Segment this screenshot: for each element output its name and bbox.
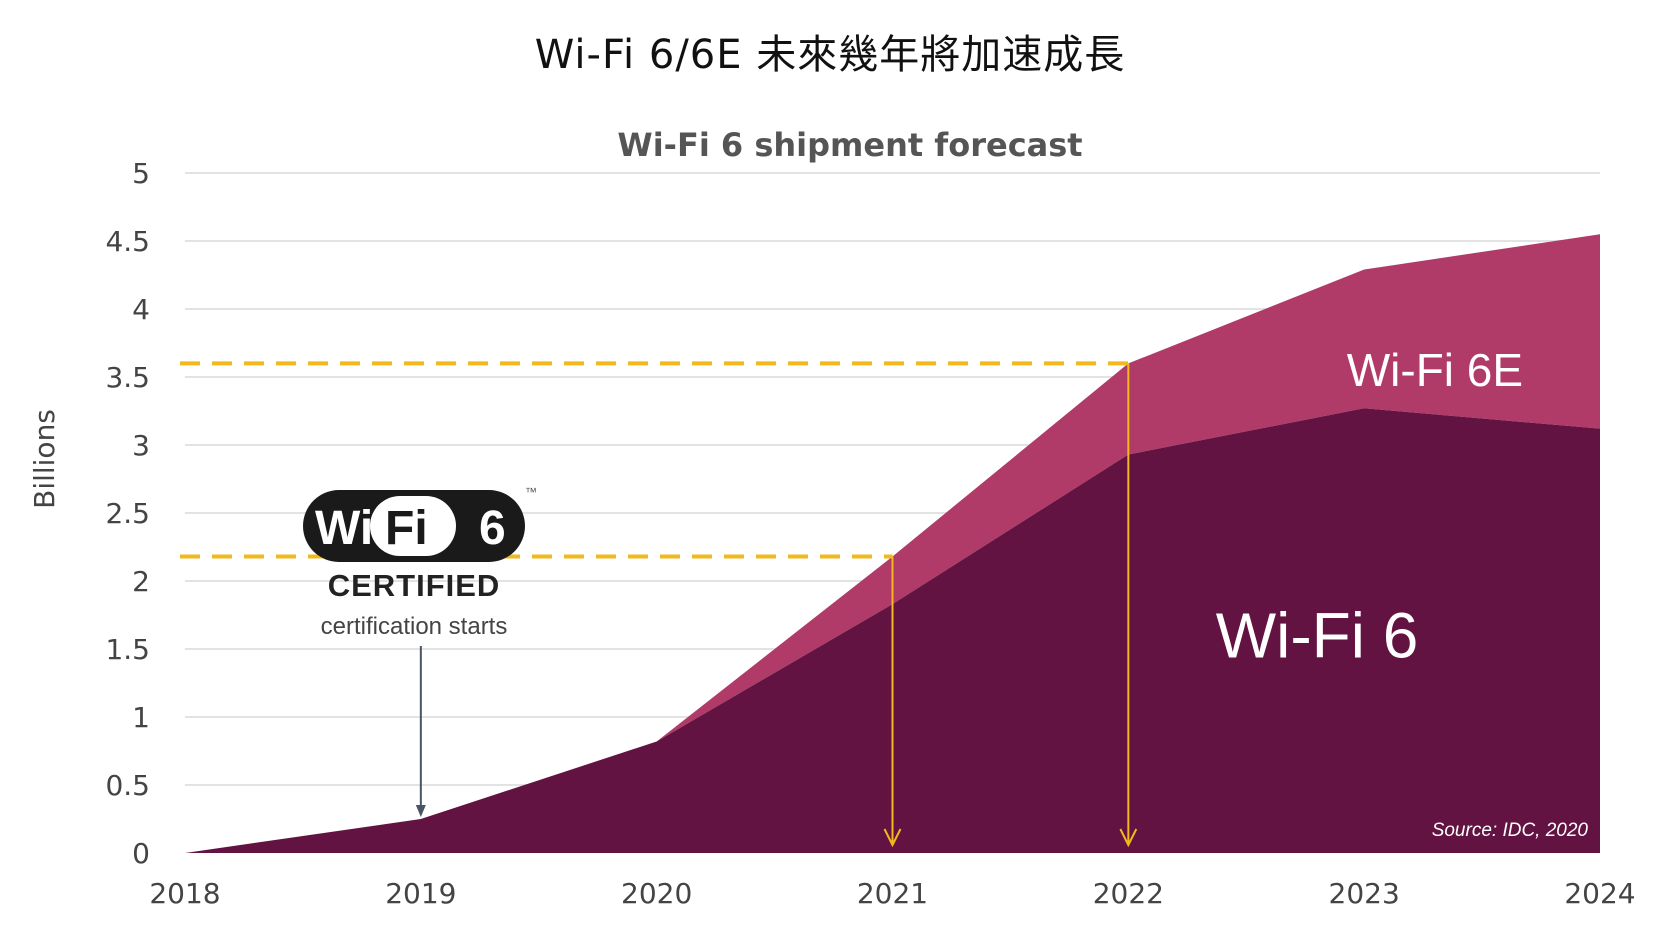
guide-layer — [180, 361, 1138, 848]
x-tick-label: 2018 — [149, 877, 220, 910]
logo-certified-text: CERTIFIED — [328, 568, 501, 603]
logo-text-fi: Fi — [385, 502, 428, 555]
x-tick-label: 2024 — [1564, 877, 1635, 910]
logo-text-wi: Wi — [315, 502, 373, 555]
series-label-wifi6: Wi-Fi 6 — [1216, 599, 1419, 671]
guide-arrow-head — [883, 828, 902, 848]
y-tick-label: 2.5 — [105, 497, 150, 530]
logo-text-6: 6 — [479, 502, 506, 555]
wifi-certified-logo: Wi Fi 6 ™ CERTIFIED — [303, 485, 537, 603]
source-note: Source: IDC, 2020 — [1432, 820, 1589, 841]
page-title: Wi-Fi 6/6E 未來幾年將加速成長 — [534, 32, 1126, 78]
y-tick-label: 1.5 — [105, 633, 150, 666]
y-tick-label: 0 — [132, 837, 150, 870]
y-axis-label: Billions — [28, 409, 61, 509]
y-tick-label: 3.5 — [105, 361, 150, 394]
y-tick-label: 1 — [132, 701, 150, 734]
area-wifi6e — [185, 234, 1600, 853]
x-tick-label: 2019 — [385, 877, 456, 910]
y-tick-label: 2 — [132, 565, 150, 598]
x-tick-label: 2022 — [1093, 877, 1164, 910]
y-tick-label: 5 — [132, 157, 150, 190]
guide-arrow-head — [1119, 828, 1138, 848]
series-label-wifi6e: Wi-Fi 6E — [1347, 344, 1523, 396]
y-tick-label: 3 — [132, 429, 150, 462]
x-tick-label: 2023 — [1329, 877, 1400, 910]
logo-inner-pill — [370, 496, 456, 556]
tick-layer: 0 0.5 1 1.5 2 2.5 3 3.5 4 4.5 5 2018 2019 2020 2021 202… — [105, 157, 1635, 910]
y-tick-label: 4 — [132, 293, 150, 326]
logo-trademark: ™ — [525, 485, 537, 499]
x-tick-label: 2020 — [621, 877, 692, 910]
certification-note: certification starts — [321, 613, 508, 640]
x-tick-label: 2021 — [857, 877, 928, 910]
y-tick-label: 0.5 — [105, 769, 150, 802]
certification-arrow-head — [415, 805, 426, 817]
chart-title: Wi-Fi 6 shipment forecast — [617, 126, 1082, 164]
y-tick-label: 4.5 — [105, 225, 150, 258]
